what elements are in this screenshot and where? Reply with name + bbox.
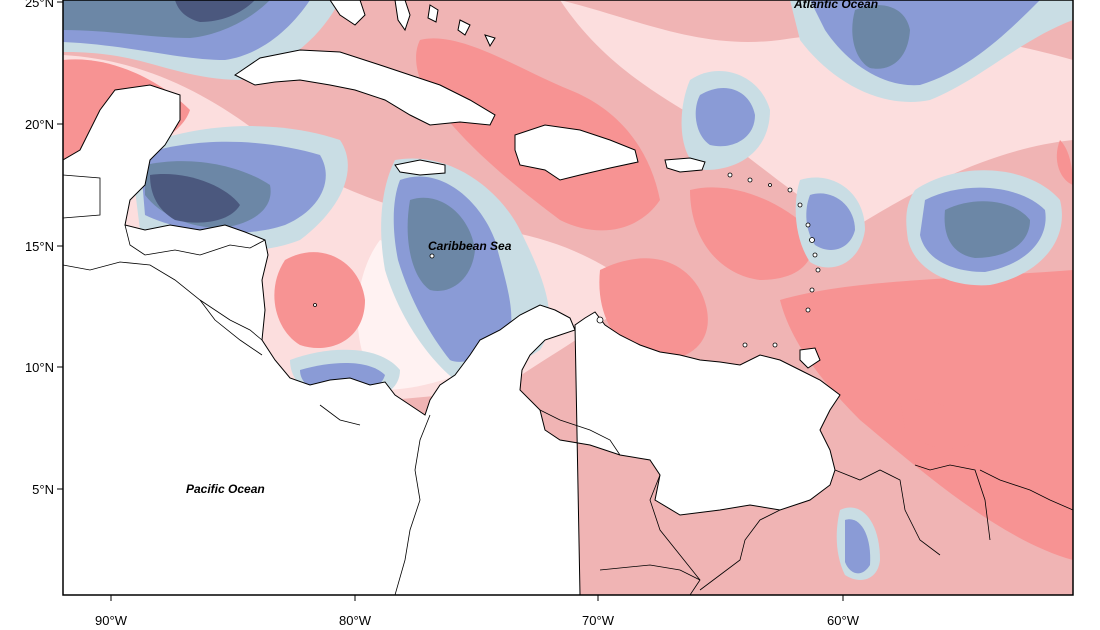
lat-tick-label: 15°N	[25, 239, 54, 254]
land-areas	[63, 0, 841, 595]
country-borders	[63, 174, 1073, 595]
lat-tick-label: 5°N	[32, 482, 54, 497]
negative-anomaly	[695, 87, 755, 147]
lon-tick-label: 60°W	[827, 613, 860, 628]
positive-anomaly	[1056, 140, 1073, 185]
land-bahamas	[394, 0, 496, 48]
positive-anomaly	[690, 187, 813, 280]
negative-anomaly	[944, 201, 1030, 258]
caribbean-sea-label: Caribbean Sea	[428, 239, 512, 253]
lat-tick-label: 10°N	[25, 360, 54, 375]
land-hispaniola	[514, 124, 639, 181]
negative-anomaly	[852, 5, 910, 69]
land-central-america	[63, 84, 841, 595]
lat-tick-label: 25°N	[25, 0, 54, 10]
lesser-antilles	[313, 172, 821, 348]
pacific-ocean-label: Pacific Ocean	[186, 482, 265, 496]
positive-anomaly	[900, 399, 975, 449]
negative-anomaly	[806, 193, 855, 250]
positive-anomaly	[274, 252, 365, 348]
plot-frame	[62, 0, 1074, 596]
lat-tick-label: 20°N	[25, 117, 54, 132]
negative-anomaly	[407, 197, 475, 291]
negative-anomaly	[845, 519, 871, 574]
land-cuba	[234, 49, 496, 126]
land-trinidad	[799, 347, 821, 369]
land-puerto-rico	[664, 157, 706, 173]
lon-tick-label: 80°W	[339, 613, 372, 628]
land-jamaica	[394, 159, 446, 176]
lon-tick-label: 70°W	[582, 613, 615, 628]
latitude-axis: 25°N 20°N 15°N 10°N 5°N	[25, 0, 63, 497]
lon-tick-label: 90°W	[95, 613, 128, 628]
contour-field	[63, 0, 1073, 595]
negative-anomaly	[175, 0, 255, 22]
positive-anomaly	[599, 258, 708, 360]
atlantic-ocean-label: Atlantic Ocean	[793, 0, 878, 11]
negative-anomaly	[150, 174, 240, 223]
longitude-axis: 90°W 80°W 70°W 60°W	[95, 595, 860, 628]
land-florida	[329, 0, 366, 26]
